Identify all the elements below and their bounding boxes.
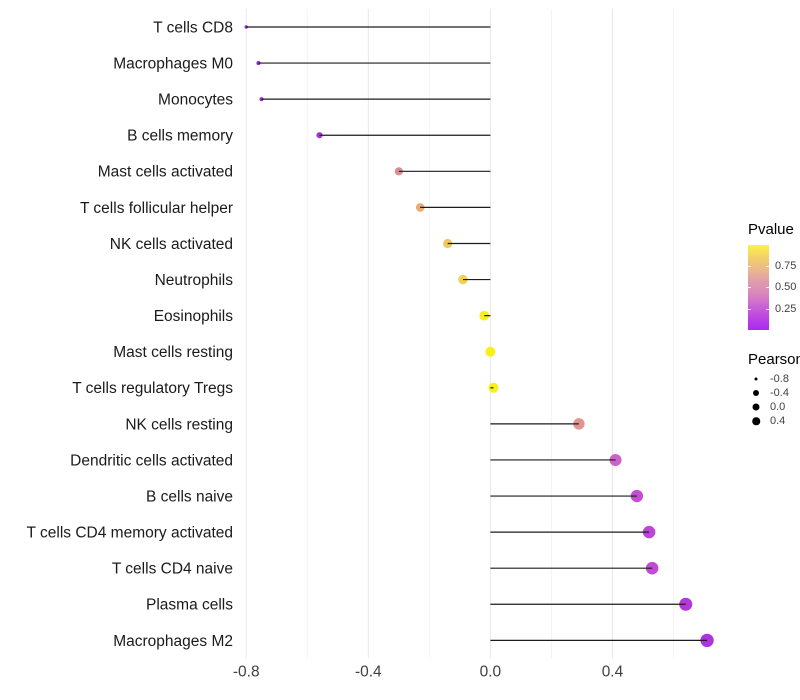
y-axis-label: B cells memory bbox=[127, 128, 233, 145]
lollipop-dot bbox=[485, 346, 496, 357]
y-axis-label: Monocytes bbox=[158, 92, 233, 109]
colorbar-tick bbox=[748, 266, 751, 267]
y-axis-label: T cells regulatory Tregs bbox=[72, 380, 233, 397]
x-axis-tick-label: -0.8 bbox=[233, 664, 260, 681]
pearson-size-dot bbox=[752, 417, 760, 425]
y-axis-label: Macrophages M2 bbox=[113, 633, 233, 650]
pearson-legend-title: Pearson bbox=[748, 351, 800, 368]
y-axis-label: Macrophages M0 bbox=[113, 56, 233, 73]
pvalue-tick-label: 0.25 bbox=[775, 303, 797, 315]
x-axis-tick-label: -0.4 bbox=[355, 664, 382, 681]
pearson-size-dot bbox=[753, 390, 759, 396]
pearson-size-label: 0.4 bbox=[770, 415, 786, 427]
pvalue-colorbar bbox=[748, 245, 769, 330]
colorbar-tick bbox=[748, 287, 751, 288]
y-axis-label: Plasma cells bbox=[146, 597, 233, 614]
pvalue-legend-title: Pvalue bbox=[748, 221, 794, 238]
colorbar-tick bbox=[766, 266, 769, 267]
y-axis-label: NK cells resting bbox=[125, 416, 233, 433]
y-axis-label: Neutrophils bbox=[155, 272, 234, 289]
y-axis-label: Dendritic cells activated bbox=[70, 452, 233, 469]
y-axis-label: T cells follicular helper bbox=[80, 200, 233, 217]
pearson-size-label: 0.0 bbox=[770, 401, 786, 413]
colorbar-tick bbox=[766, 287, 769, 288]
y-axis-label: B cells naive bbox=[146, 488, 233, 505]
pvalue-tick-label: 0.75 bbox=[775, 260, 797, 272]
y-axis-label: Eosinophils bbox=[154, 308, 234, 325]
pearson-size-dot bbox=[754, 377, 758, 381]
pearson-size-label: -0.4 bbox=[770, 387, 789, 399]
x-axis-tick-label: 0.0 bbox=[480, 664, 502, 681]
y-axis-label: T cells CD4 memory activated bbox=[27, 525, 233, 542]
y-axis-label: T cells CD4 naive bbox=[112, 561, 233, 578]
pearson-size-dot bbox=[752, 403, 760, 411]
x-axis-tick-label: 0.4 bbox=[602, 664, 624, 681]
pearson-size-label: -0.8 bbox=[770, 373, 789, 385]
y-axis-label: Mast cells activated bbox=[98, 164, 233, 181]
colorbar-tick bbox=[748, 309, 751, 310]
colorbar-tick bbox=[766, 309, 769, 310]
y-axis-label: Mast cells resting bbox=[113, 344, 233, 361]
y-axis-label: NK cells activated bbox=[110, 236, 233, 253]
y-axis-label: T cells CD8 bbox=[153, 19, 233, 36]
pvalue-tick-label: 0.50 bbox=[775, 281, 797, 293]
